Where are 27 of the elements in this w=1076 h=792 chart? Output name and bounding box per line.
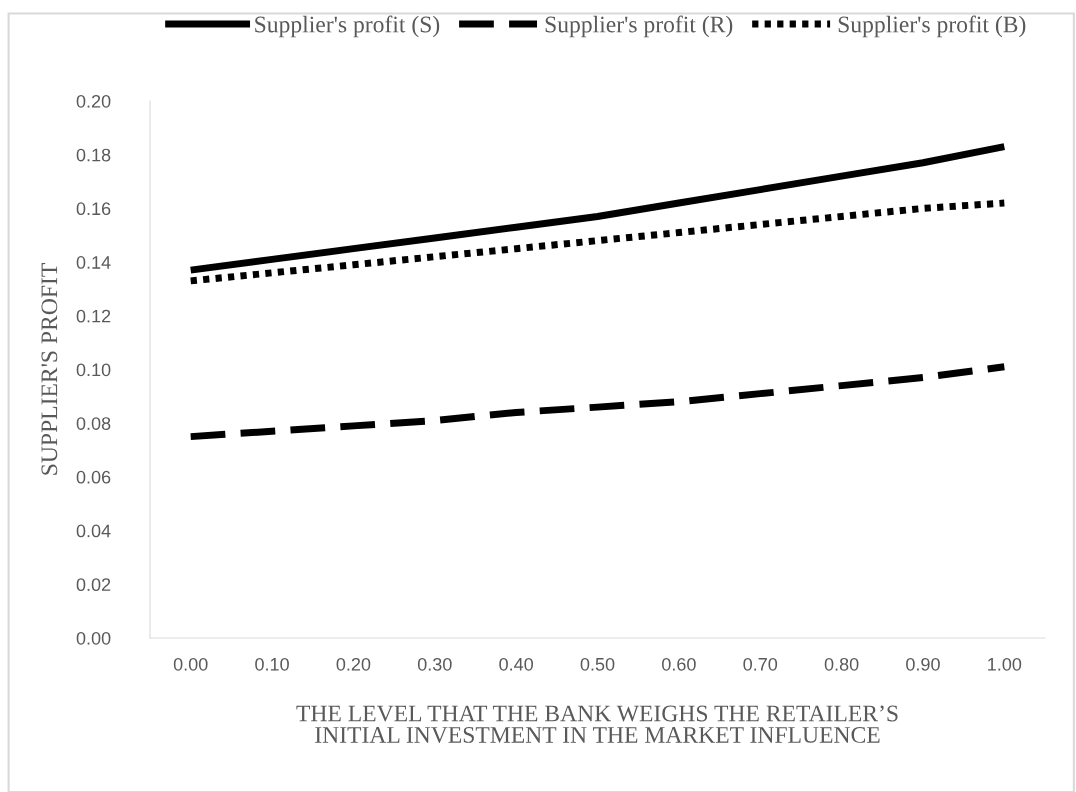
x-tick-label: 0.50 (580, 657, 615, 671)
x-tick-label: 0.30 (417, 657, 452, 671)
y-tick-label: 0.06 (76, 470, 111, 484)
legend-label: Supplier's profit (S) (255, 15, 440, 38)
y-tick-label: 0.10 (76, 363, 111, 377)
legend-label: Supplier's profit (R) (545, 15, 733, 38)
legend-label: Supplier's profit (B) (838, 15, 1026, 38)
y-tick-label: 0.18 (76, 148, 111, 162)
y-tick-label: 0.16 (76, 202, 111, 216)
x-tick-label: 1.00 (988, 657, 1022, 671)
y-tick-label: 0.12 (76, 309, 111, 323)
x-tick-label: 0.00 (173, 657, 208, 671)
y-tick-label: 0.04 (76, 524, 111, 538)
x-axis-title: THE LEVEL THAT THE BANK WEIGHS THE RETAILER’S INITIAL INVESTMENT IN THE MARKET INFLUENCE (296, 705, 898, 743)
y-tick-label: 0.20 (76, 94, 111, 108)
x-tick-label: 0.60 (662, 657, 696, 671)
x-tick-label: 0.10 (255, 657, 289, 671)
x-tick-label: 0.90 (906, 657, 940, 671)
y-tick-label: 0.02 (76, 578, 111, 592)
x-tick-label: 0.80 (824, 657, 859, 671)
y-tick-label: 0.14 (76, 256, 111, 269)
x-tick-label: 0.40 (499, 657, 533, 671)
x-tick-label: 0.70 (743, 657, 778, 671)
y-tick-label: 0.00 (76, 631, 111, 645)
y-tick-label: 0.08 (76, 417, 111, 430)
x-tick-label: 0.20 (336, 657, 371, 671)
y-axis-title: SUPPLIER'S PROFIT (41, 263, 58, 475)
